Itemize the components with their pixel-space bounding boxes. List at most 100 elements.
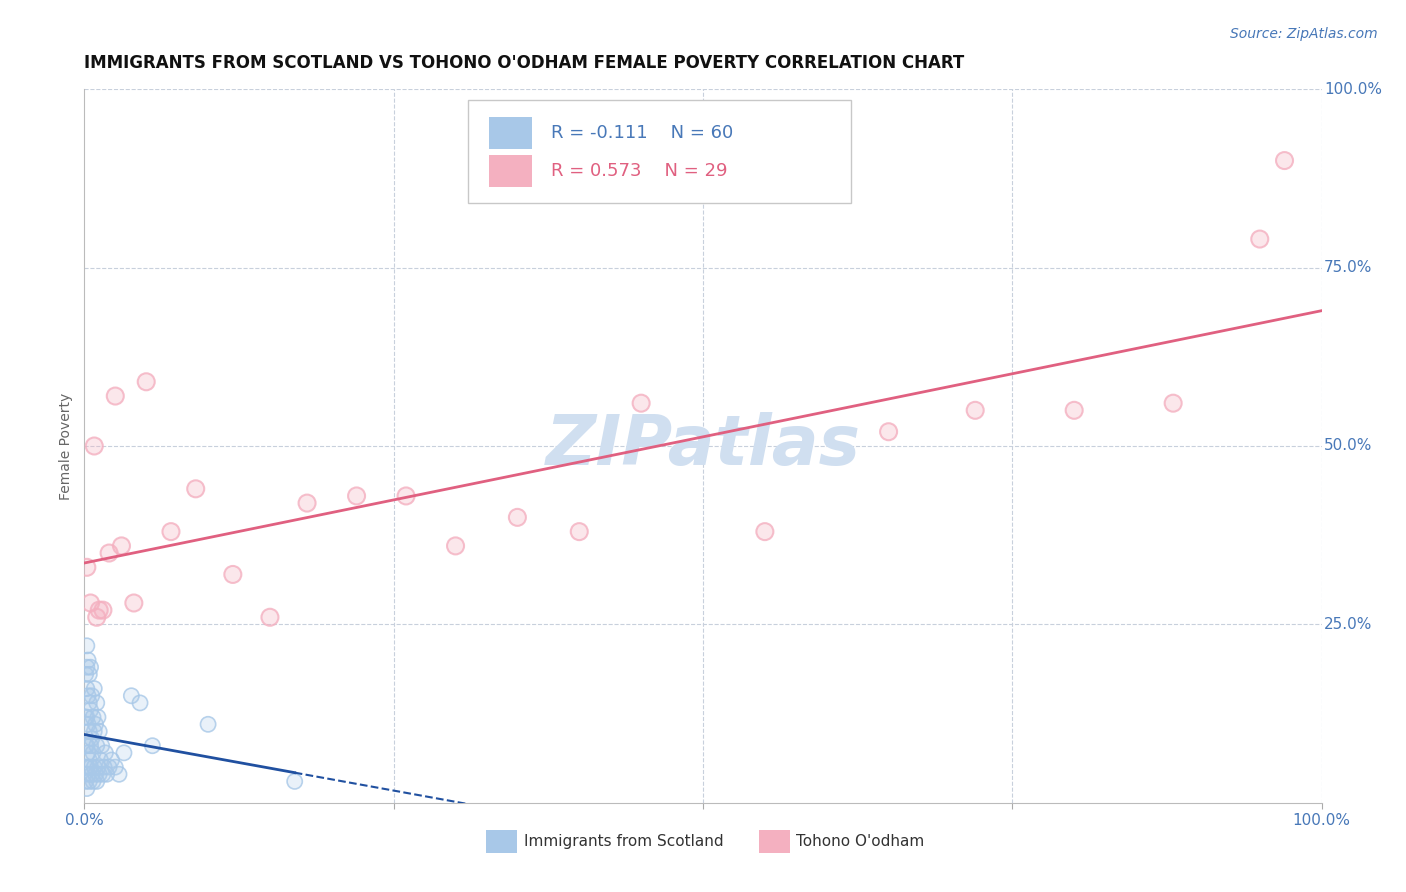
Point [77,653,100,667]
Point [98,546,121,560]
Point [94,746,117,760]
Point [77,746,100,760]
Point [93,760,115,774]
Point [84,717,107,731]
Point [82,710,104,724]
Point [76,660,98,674]
Point [1274,153,1296,168]
Point [76,739,98,753]
Point [506,510,529,524]
Point [84,767,107,781]
Point [76,560,98,574]
Point [444,539,467,553]
Point [79,703,101,717]
Point [75,760,97,774]
Point [160,524,183,539]
Point [75,774,97,789]
Point [100,753,122,767]
Point [79,753,101,767]
Point [104,760,127,774]
Point [98,760,121,774]
Point [80,767,103,781]
Point [1249,232,1271,246]
Point [86,739,108,753]
Point [89,753,111,767]
FancyBboxPatch shape [486,830,517,853]
Point [77,717,100,731]
Point [129,696,152,710]
Point [1274,153,1296,168]
Point [89,767,111,781]
Point [82,774,104,789]
Point [76,710,98,724]
Point [79,660,101,674]
Point [135,375,157,389]
Point [76,760,98,774]
Point [108,767,131,781]
Point [98,546,121,560]
Point [75,774,97,789]
Point [120,689,142,703]
Y-axis label: Female Poverty: Female Poverty [59,392,73,500]
Point [76,560,98,574]
Point [222,567,245,582]
Point [83,760,105,774]
Point [79,596,101,610]
Point [259,610,281,624]
Point [77,689,100,703]
Point [77,767,100,781]
Point [91,767,114,781]
Point [77,689,100,703]
Point [89,767,111,781]
Point [295,496,318,510]
Point [110,539,132,553]
Point [76,681,98,696]
Point [346,489,368,503]
Point [93,760,115,774]
FancyBboxPatch shape [489,118,533,150]
Point [104,389,127,403]
Point [79,760,101,774]
Point [77,746,100,760]
Point [112,746,135,760]
Point [90,739,112,753]
Point [96,767,118,781]
Point [86,774,108,789]
Point [87,760,110,774]
Point [444,539,467,553]
Point [630,396,652,410]
Point [79,753,101,767]
Point [77,653,100,667]
Point [75,710,97,724]
Point [80,731,103,746]
Point [284,774,307,789]
Point [86,774,108,789]
Point [83,439,105,453]
Point [197,717,219,731]
Point [98,760,121,774]
Point [76,639,98,653]
Point [79,667,101,681]
Point [79,774,101,789]
Point [135,375,157,389]
Point [184,482,207,496]
Point [86,610,108,624]
Point [76,739,98,753]
Point [284,774,307,789]
Point [84,717,107,731]
Text: R = -0.111    N = 60: R = -0.111 N = 60 [551,125,733,143]
Point [91,603,114,617]
Point [79,696,101,710]
Point [395,489,418,503]
Point [76,781,98,796]
Point [82,774,104,789]
Point [82,710,104,724]
Point [75,739,97,753]
Point [79,596,101,610]
Point [79,760,101,774]
Point [83,681,105,696]
Point [568,524,591,539]
Point [87,760,110,774]
Text: 25.0%: 25.0% [1324,617,1372,632]
Point [96,767,118,781]
